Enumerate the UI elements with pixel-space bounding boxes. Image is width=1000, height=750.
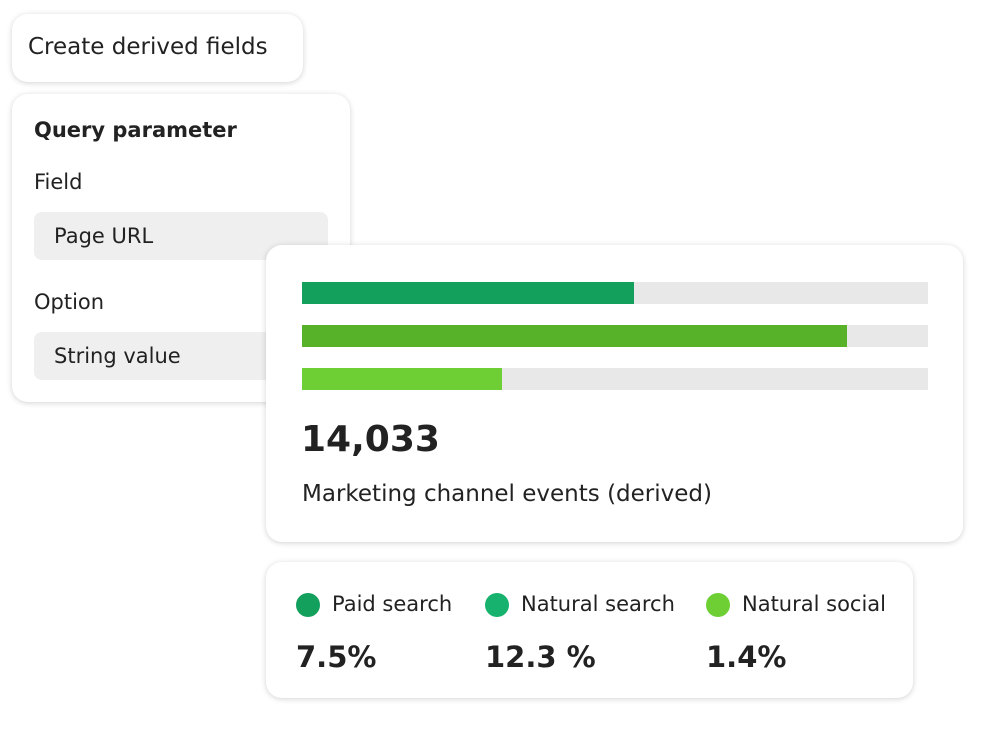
total-value: 14,033 xyxy=(301,419,440,460)
option-label: Option xyxy=(34,290,105,314)
field-value: Page URL xyxy=(54,224,154,248)
legend-dot xyxy=(706,593,730,617)
button-label: Create derived fields xyxy=(28,34,268,60)
query-title: Query parameter xyxy=(34,118,237,142)
bar-card: 14,033 Marketing channel events (derived… xyxy=(266,245,963,542)
bar-track xyxy=(302,325,928,347)
legend-value: 7.5% xyxy=(296,640,377,674)
legend-name: Paid search xyxy=(332,592,453,616)
field-label: Field xyxy=(34,170,83,194)
bar-track xyxy=(302,368,928,390)
derived-fields-button[interactable]: Create derived fields xyxy=(12,14,303,82)
bar-track xyxy=(302,282,928,304)
bar xyxy=(302,325,847,347)
caption: Marketing channel events (derived) xyxy=(302,481,712,507)
legend-value: 1.4% xyxy=(706,640,787,674)
legend-dot xyxy=(296,593,320,617)
legend-name: Natural social xyxy=(742,592,887,616)
legend-card: Paid search 7.5% Natural search 12.3 % Natur… xyxy=(266,562,913,698)
legend-name: Natural search xyxy=(521,592,675,616)
legend-value: 12.3 % xyxy=(485,640,596,674)
bar xyxy=(302,282,634,304)
bar xyxy=(302,368,503,390)
option-value: String value xyxy=(54,344,181,368)
legend-dot xyxy=(485,593,509,617)
